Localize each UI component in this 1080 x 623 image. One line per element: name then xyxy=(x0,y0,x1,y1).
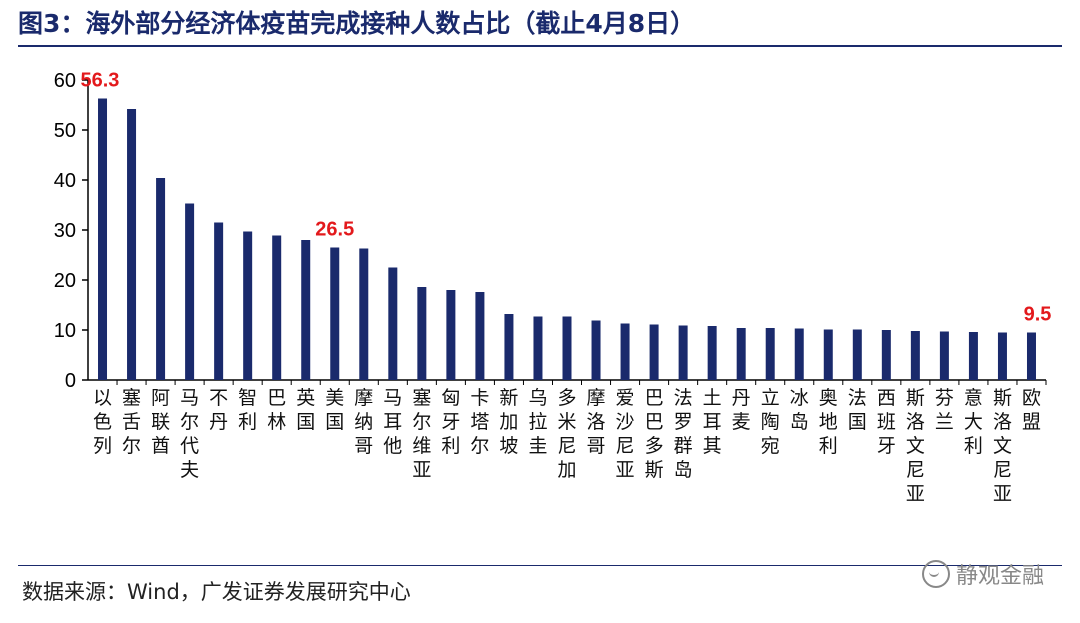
x-tick-label: 塞舌尔 xyxy=(122,387,141,457)
chart-title: 图3：海外部分经济体疫苗完成接种人数占比（截止4月8日） xyxy=(18,9,696,38)
bar xyxy=(504,314,514,380)
bar xyxy=(736,328,746,380)
y-tick-label: 60 xyxy=(54,70,76,92)
x-tick-label: 立陶宛 xyxy=(761,387,780,457)
bar xyxy=(272,235,282,380)
bar xyxy=(243,231,253,380)
y-tick-label: 20 xyxy=(54,270,76,292)
x-tick-label: 芬兰 xyxy=(935,387,954,433)
bar xyxy=(359,248,369,380)
x-tick-label: 欧盟 xyxy=(1022,387,1041,433)
x-tick-label: 巴巴多斯 xyxy=(645,387,664,481)
bar xyxy=(562,316,572,380)
y-tick-label: 30 xyxy=(54,220,76,242)
bar xyxy=(1026,332,1036,380)
x-tick-label: 乌拉圭 xyxy=(528,387,547,457)
watermark: 静观金融 xyxy=(921,558,1044,590)
x-tick-label: 匈牙利 xyxy=(441,387,460,457)
x-tick-label: 不丹 xyxy=(209,387,228,433)
bar xyxy=(997,332,1007,380)
x-tick-label: 摩纳哥 xyxy=(354,387,373,457)
x-tick-label: 斯洛文尼亚 xyxy=(993,387,1012,505)
bar xyxy=(678,325,688,380)
bar xyxy=(388,267,398,380)
x-tick-label: 法罗群岛 xyxy=(674,387,693,481)
x-tick-label: 摩洛哥 xyxy=(587,387,606,457)
bar xyxy=(765,328,775,380)
y-tick-label: 0 xyxy=(65,370,76,392)
x-tick-label: 塞尔维亚 xyxy=(412,387,431,481)
x-tick-label: 英国 xyxy=(296,387,315,433)
bar xyxy=(794,328,804,380)
bar xyxy=(881,330,891,380)
x-tick-label: 马耳他 xyxy=(383,387,402,457)
x-tick-label: 西班牙 xyxy=(877,387,896,457)
bar xyxy=(330,247,340,380)
title-divider xyxy=(18,45,1062,47)
data-label: 26.5 xyxy=(315,219,354,241)
x-tick-label: 奥地利 xyxy=(819,387,838,457)
bar xyxy=(591,320,601,380)
x-tick-label: 卡塔尔 xyxy=(470,387,489,457)
bar xyxy=(968,332,978,380)
x-tick-label: 多米尼加 xyxy=(557,387,576,481)
bar xyxy=(475,292,485,380)
bar xyxy=(852,329,862,380)
x-tick-label: 爱沙尼亚 xyxy=(616,387,635,481)
bar xyxy=(649,324,659,380)
wechat-icon xyxy=(921,560,950,588)
bar xyxy=(301,240,311,380)
data-label: 9.5 xyxy=(1024,304,1052,326)
x-tick-label: 法国 xyxy=(848,387,867,433)
x-tick-label: 美国 xyxy=(325,387,344,433)
y-tick-label: 40 xyxy=(54,170,76,192)
x-tick-label: 土耳其 xyxy=(703,387,722,457)
bar xyxy=(533,316,543,380)
x-tick-label: 新加坡 xyxy=(499,387,518,457)
bar xyxy=(98,98,108,380)
x-tick-label: 以色列 xyxy=(93,387,112,457)
watermark-text: 静观金融 xyxy=(955,564,1044,589)
bar xyxy=(939,331,949,380)
bar xyxy=(910,331,920,380)
bar xyxy=(185,203,195,380)
bar-chart: 0 10 20 30 40 50 60 以色列塞舌尔阿联酋马尔代夫不丹智利巴林英国美国摩纳哥马… xyxy=(54,70,1052,506)
y-tick-label: 10 xyxy=(54,320,76,342)
x-tick-label: 智利 xyxy=(238,387,257,433)
source-note: 数据来源：Wind，广发证券发展研究中心 xyxy=(22,580,411,604)
footer-divider xyxy=(18,565,1062,566)
bar xyxy=(156,178,166,380)
x-tick-label: 巴林 xyxy=(267,387,286,433)
x-tick-label: 丹麦 xyxy=(732,387,751,433)
x-tick-label: 意大利 xyxy=(964,387,983,457)
y-tick-label: 50 xyxy=(54,120,76,142)
x-tick-label: 马尔代夫 xyxy=(180,387,199,481)
bar xyxy=(417,287,427,380)
data-label: 56.3 xyxy=(81,70,120,92)
bar xyxy=(620,323,630,380)
x-tick-label: 斯洛文尼亚 xyxy=(906,387,925,505)
bar xyxy=(214,222,224,380)
x-tick-label: 阿联酋 xyxy=(151,387,170,457)
x-tick-label: 冰岛 xyxy=(790,387,809,433)
bar xyxy=(446,290,456,380)
bar xyxy=(707,326,717,380)
bar xyxy=(127,109,137,380)
bar xyxy=(823,329,833,380)
